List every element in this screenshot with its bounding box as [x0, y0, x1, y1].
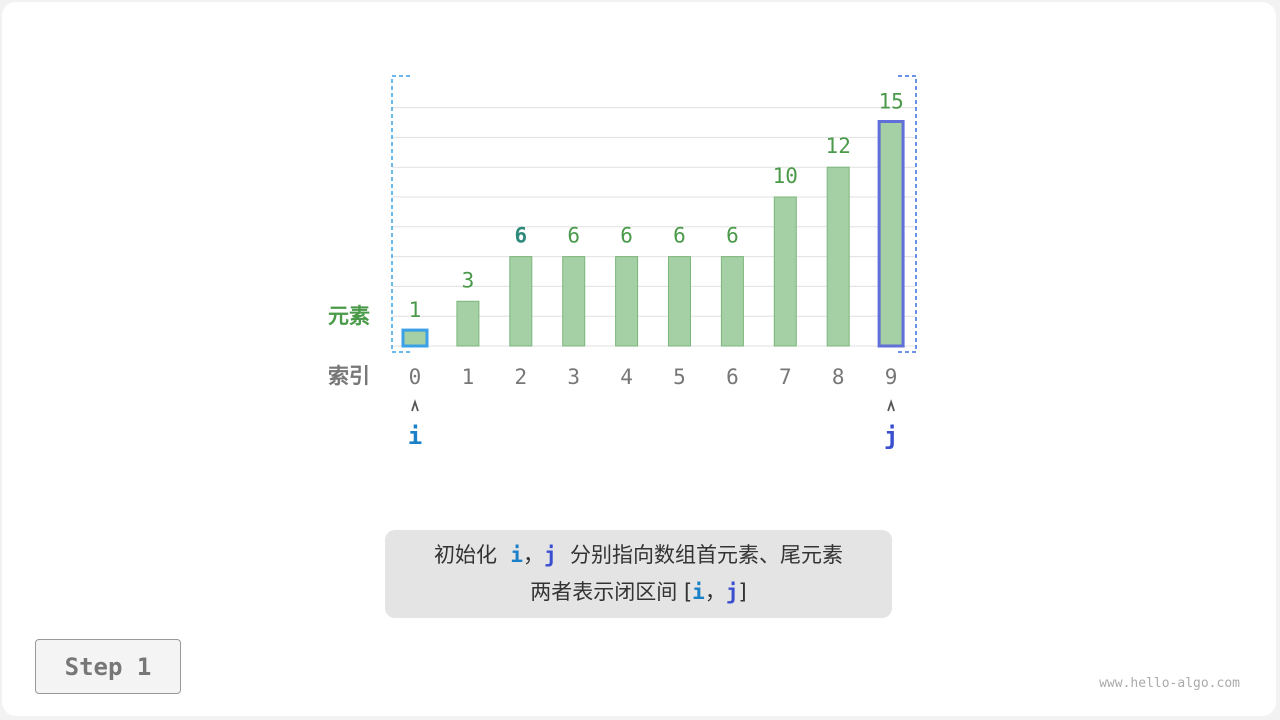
elements-label: 元素 — [328, 304, 370, 328]
bar — [879, 122, 903, 347]
caption-text: 分别指向数组首元素、尾元素 — [570, 543, 844, 567]
arrow-up-icon — [411, 399, 419, 412]
bracket-left — [391, 75, 410, 353]
caption-j: j — [725, 580, 739, 604]
index-label: 4 — [620, 365, 633, 389]
value-label: 3 — [462, 268, 475, 292]
caption-j: j — [544, 543, 557, 567]
arrow-up-icon — [887, 399, 895, 412]
index-label: 2 — [514, 365, 527, 389]
value-label: 6 — [514, 224, 527, 248]
value-label: 6 — [726, 224, 739, 248]
watermark: www.hello-algo.com — [1099, 676, 1240, 691]
bar — [773, 196, 797, 347]
index-label: 3 — [567, 365, 580, 389]
pointer-j-highlight — [877, 120, 905, 348]
caption-text: ] — [738, 580, 747, 604]
pointer-i: i — [408, 422, 422, 450]
bar — [615, 256, 639, 347]
caption-i: i — [692, 580, 705, 604]
caption-line-2: 两者表示闭区间 [i，j] — [385, 574, 892, 611]
value-label: 6 — [673, 224, 686, 248]
value-label: 1 — [409, 298, 422, 322]
bar — [562, 256, 586, 347]
value-label: 6 — [567, 224, 580, 248]
bar — [509, 256, 533, 347]
caption-text: 初始化 — [433, 543, 497, 567]
pointer-j: j — [884, 422, 898, 450]
value-label: 6 — [620, 224, 633, 248]
index-label: 7 — [779, 365, 792, 389]
bracket-right — [898, 75, 917, 353]
caption-box: 初始化 i，j 分别指向数组首元素、尾元素 两者表示闭区间 [i，j] — [385, 530, 892, 618]
index-label: 1 — [462, 365, 475, 389]
bar — [668, 256, 691, 347]
bar — [826, 166, 850, 347]
caption-comma: ， — [704, 580, 726, 604]
index-label: 9 — [885, 365, 898, 389]
caption-line-1: 初始化 i，j 分别指向数组首元素、尾元素 — [385, 537, 892, 574]
index-label: 0 — [409, 365, 422, 389]
index-label: 8 — [832, 365, 845, 389]
index-label: 5 — [673, 365, 686, 389]
bar — [456, 300, 480, 347]
caption-i: i — [510, 543, 523, 567]
value-label: 15 — [878, 90, 903, 114]
bar — [403, 330, 427, 347]
pointer-i-highlight — [401, 328, 429, 348]
caption-comma: ， — [523, 543, 544, 567]
bar — [720, 256, 744, 347]
caption-text: 两者表示闭区间 [ — [530, 580, 693, 604]
index-label: 索引 — [328, 364, 370, 388]
value-label: 12 — [826, 134, 851, 158]
index-label: 6 — [726, 365, 739, 389]
value-label: 10 — [773, 164, 798, 188]
step-button[interactable]: Step 1 — [35, 639, 181, 694]
